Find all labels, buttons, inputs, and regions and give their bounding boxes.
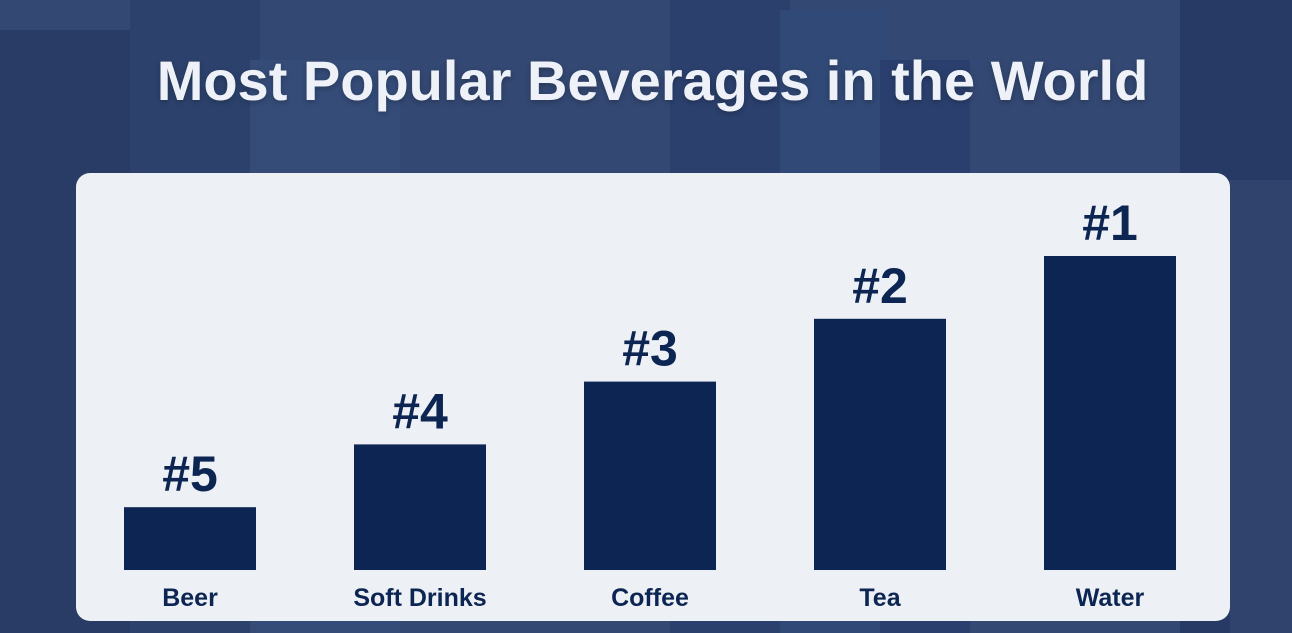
chart-title: Most Popular Beverages in the World (156, 49, 1149, 112)
tick-label-tea: Tea (859, 584, 901, 612)
data-label-tea: #2 (852, 258, 908, 314)
tick-label-beer: Beer (162, 584, 218, 612)
data-label-coffee: #3 (622, 321, 678, 377)
data-label-water: #1 (1082, 195, 1138, 251)
tick-label-coffee: Coffee (611, 584, 689, 612)
bar-coffee (584, 381, 716, 570)
bar-tea (814, 318, 946, 570)
data-label-soft-drinks: #4 (392, 383, 448, 439)
bar-water (1044, 256, 1176, 570)
tick-label-water: Water (1076, 584, 1145, 612)
tick-label-soft-drinks: Soft Drinks (353, 584, 486, 612)
bar-soft-drinks (354, 444, 486, 570)
data-label-beer: #5 (162, 446, 218, 502)
bar-beer (124, 507, 256, 570)
